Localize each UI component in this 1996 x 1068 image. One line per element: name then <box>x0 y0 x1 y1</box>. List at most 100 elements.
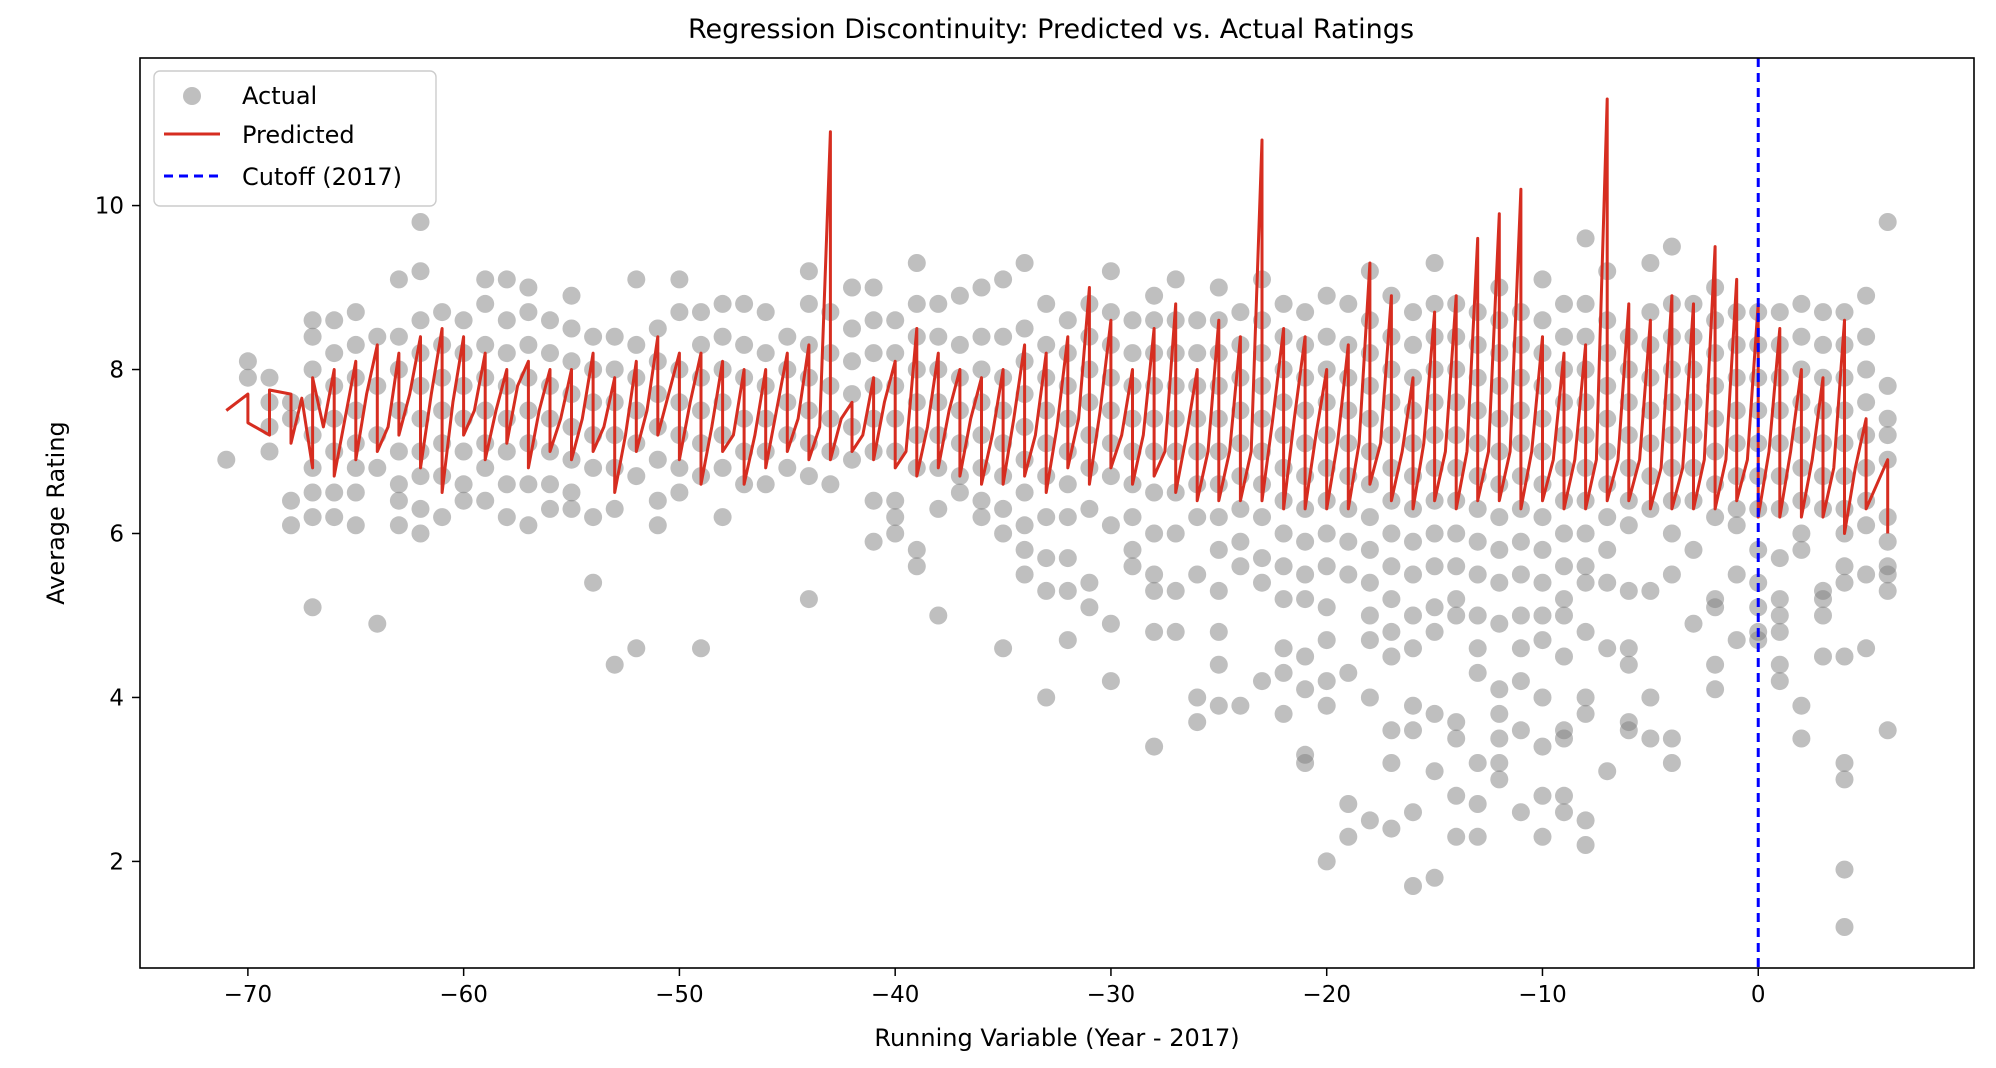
actual-point <box>1598 762 1617 781</box>
actual-point <box>950 335 969 354</box>
actual-point <box>864 532 883 551</box>
actual-point <box>843 450 861 469</box>
actual-point <box>303 483 322 502</box>
actual-point <box>1447 786 1466 805</box>
x-tick-label: −60 <box>439 982 488 1008</box>
legend-actual-label: Actual <box>242 82 317 110</box>
actual-point <box>1598 540 1617 559</box>
axes-frame <box>139 57 1975 969</box>
actual-point <box>411 262 430 281</box>
actual-point <box>303 508 322 527</box>
actual-point <box>1770 549 1789 568</box>
y-tick-label: 2 <box>109 849 124 875</box>
actual-point <box>799 590 818 609</box>
actual-point <box>1555 294 1573 313</box>
actual-point <box>1166 581 1185 600</box>
actual-point <box>1382 622 1401 641</box>
actual-point <box>929 606 948 625</box>
actual-point <box>1878 581 1897 600</box>
actual-point <box>368 458 387 477</box>
actual-point <box>1058 508 1077 527</box>
actual-point <box>1814 303 1832 322</box>
x-tick-label: −40 <box>871 982 920 1008</box>
actual-point <box>1209 622 1228 641</box>
actual-point <box>1835 557 1854 576</box>
actual-point <box>1641 729 1660 748</box>
predicted-line-layer <box>225 97 1890 535</box>
actual-point <box>1166 524 1185 543</box>
actual-point <box>648 491 667 510</box>
actual-point <box>303 327 322 346</box>
x-tick-label: 0 <box>1751 982 1766 1008</box>
actual-point <box>1425 868 1444 887</box>
actual-point <box>1619 516 1638 535</box>
actual-point <box>325 344 344 363</box>
actual-point <box>303 311 322 330</box>
actual-point <box>627 639 646 658</box>
actual-point <box>1706 680 1725 699</box>
actual-point <box>1253 549 1271 568</box>
actual-point <box>735 294 754 313</box>
actual-point <box>864 491 883 510</box>
actual-point <box>1274 639 1293 658</box>
actual-point <box>1296 532 1315 551</box>
actual-point <box>1835 647 1854 666</box>
legend-predicted-label: Predicted <box>242 121 355 149</box>
actual-point <box>1533 540 1552 559</box>
actual-point <box>1511 672 1530 691</box>
actual-point <box>1878 721 1897 740</box>
actual-point <box>217 450 236 469</box>
actual-point <box>1878 565 1897 584</box>
actual-point <box>1598 508 1617 527</box>
actual-point <box>1598 639 1617 658</box>
actual-point <box>562 286 581 305</box>
actual-point <box>346 303 365 322</box>
actual-point <box>1727 631 1746 650</box>
actual-point <box>1382 754 1401 772</box>
actual-point <box>1619 639 1638 658</box>
actual-point <box>1274 524 1293 543</box>
actual-point <box>1533 270 1552 289</box>
actual-point <box>1533 311 1552 330</box>
actual-point <box>972 360 991 379</box>
actual-point <box>1145 622 1164 641</box>
actual-point <box>1447 524 1466 543</box>
actual-point <box>325 483 344 502</box>
actual-point <box>303 598 322 617</box>
actual-point <box>1576 229 1595 248</box>
actual-point <box>1404 803 1422 822</box>
actual-point <box>670 458 689 477</box>
y-tick-label: 4 <box>109 685 124 711</box>
actual-point <box>1382 557 1401 576</box>
x-axis-label: Running Variable (Year - 2017) <box>874 1024 1239 1052</box>
actual-point <box>497 311 516 330</box>
actual-point <box>476 491 495 510</box>
actual-point <box>497 442 516 461</box>
actual-point <box>1878 213 1897 231</box>
actual-point <box>994 327 1013 346</box>
actual-point <box>476 294 495 313</box>
actual-point <box>1447 713 1466 732</box>
actual-point <box>1296 647 1315 666</box>
actual-point <box>1555 803 1573 822</box>
actual-point <box>1317 598 1336 617</box>
actual-point <box>1792 294 1811 313</box>
actual-point <box>411 467 430 486</box>
actual-point <box>1339 795 1358 813</box>
actual-point <box>1317 286 1336 305</box>
actual-point <box>1317 696 1336 715</box>
actual-point <box>1382 819 1401 838</box>
actual-point <box>907 557 926 576</box>
actual-point <box>1037 688 1056 707</box>
actual-point <box>735 335 754 354</box>
actual-point <box>454 491 473 510</box>
actual-point <box>1209 540 1228 559</box>
actual-point <box>627 270 646 289</box>
actual-point <box>670 483 689 502</box>
actual-point <box>929 327 948 346</box>
actual-point <box>282 491 300 510</box>
actual-point <box>541 475 559 494</box>
actual-point <box>411 311 430 330</box>
actual-point <box>1684 540 1703 559</box>
